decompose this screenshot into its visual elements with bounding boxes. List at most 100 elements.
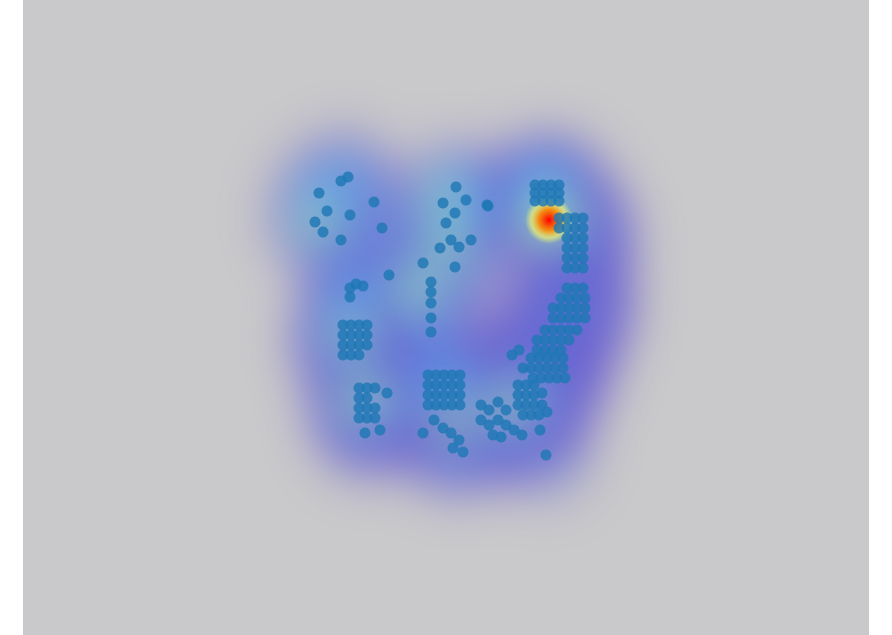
scatter-point bbox=[321, 205, 333, 217]
scatter-point bbox=[344, 209, 356, 221]
scatter-point bbox=[541, 362, 553, 374]
scatter-point bbox=[425, 297, 437, 309]
scatter-point bbox=[537, 195, 549, 207]
scatter-point bbox=[569, 232, 581, 244]
scatter-point bbox=[369, 382, 381, 394]
scatter-point bbox=[533, 352, 545, 364]
scatter-point bbox=[313, 187, 325, 199]
scatter-point bbox=[563, 312, 575, 324]
scatter-point bbox=[549, 362, 561, 374]
scatter-point bbox=[525, 409, 537, 421]
scatter-point bbox=[517, 362, 529, 374]
scatter-point bbox=[374, 424, 386, 436]
scatter-point bbox=[337, 319, 349, 331]
scatter-point bbox=[555, 302, 567, 314]
scatter-point bbox=[445, 234, 457, 246]
scatter-point bbox=[361, 402, 373, 414]
scatter-point bbox=[516, 429, 528, 441]
scatter-point bbox=[557, 362, 569, 374]
scatter-point bbox=[438, 389, 450, 401]
scatter-point bbox=[513, 344, 525, 356]
scatter-point bbox=[577, 252, 589, 264]
scatter-point bbox=[529, 179, 541, 191]
scatter-point bbox=[353, 349, 365, 361]
scatter-point bbox=[561, 282, 573, 294]
scatter-point bbox=[454, 369, 466, 381]
scatter-point bbox=[376, 222, 388, 234]
scatter-point bbox=[528, 399, 540, 411]
scatter-point bbox=[525, 352, 537, 364]
scatter-point bbox=[450, 181, 462, 193]
scatter-point bbox=[531, 334, 543, 346]
scatter-point bbox=[446, 369, 458, 381]
scatter-point bbox=[422, 399, 434, 411]
scatter-point bbox=[422, 379, 434, 391]
scatter-point bbox=[438, 369, 450, 381]
scatter-point bbox=[537, 179, 549, 191]
scatter-point bbox=[569, 262, 581, 274]
scatter-point bbox=[555, 312, 567, 324]
scatter-point bbox=[500, 404, 512, 416]
scatter-point bbox=[353, 329, 365, 341]
scatter-point bbox=[512, 379, 524, 391]
scatter-point bbox=[361, 339, 373, 351]
scatter-point bbox=[361, 319, 373, 331]
scatter-point bbox=[579, 312, 591, 324]
scatter-point bbox=[342, 171, 354, 183]
scatter-point bbox=[553, 179, 565, 191]
scatter-point bbox=[449, 207, 461, 219]
scatter-point bbox=[541, 352, 553, 364]
scatter-point bbox=[465, 234, 477, 246]
scatter-point bbox=[541, 406, 553, 418]
scatter-point bbox=[454, 399, 466, 411]
scatter-point bbox=[527, 372, 539, 384]
scatter-point bbox=[577, 222, 589, 234]
scatter-point bbox=[492, 396, 504, 408]
scatter-point bbox=[539, 324, 551, 336]
scatter-point bbox=[553, 212, 565, 224]
scatter-point bbox=[446, 389, 458, 401]
scatter-point bbox=[453, 434, 465, 446]
scatter-point bbox=[454, 389, 466, 401]
scatter-point bbox=[345, 329, 357, 341]
scatter-point bbox=[547, 312, 559, 324]
scatter-point bbox=[425, 286, 437, 298]
scatter-point bbox=[563, 334, 575, 346]
scatter-point bbox=[571, 312, 583, 324]
scatter-point bbox=[440, 217, 452, 229]
scatter-point bbox=[417, 257, 429, 269]
scatter-point bbox=[561, 222, 573, 234]
scatter-point bbox=[345, 339, 357, 351]
scatter-point bbox=[561, 232, 573, 244]
scatter-point bbox=[317, 226, 329, 238]
scatter-point bbox=[520, 379, 532, 391]
scatter-point bbox=[425, 326, 437, 338]
scatter-point bbox=[337, 339, 349, 351]
scatter-point bbox=[545, 179, 557, 191]
scatter-point bbox=[437, 422, 449, 434]
scatter-point bbox=[553, 187, 565, 199]
scatter-point bbox=[555, 292, 567, 304]
scatter-point bbox=[430, 379, 442, 391]
scatter-point bbox=[483, 419, 495, 431]
scatter-point bbox=[543, 372, 555, 384]
scatter-point bbox=[447, 442, 459, 454]
scatter-point bbox=[359, 427, 371, 439]
scatter-point bbox=[559, 372, 571, 384]
scatter-point bbox=[517, 409, 529, 421]
scatter-point bbox=[577, 212, 589, 224]
scatter-point bbox=[534, 424, 546, 436]
scatter-point bbox=[561, 242, 573, 254]
scatter-point bbox=[383, 269, 395, 281]
scatter-point bbox=[361, 382, 373, 394]
scatter-point bbox=[512, 389, 524, 401]
scatter-point bbox=[569, 222, 581, 234]
scatter-point bbox=[540, 449, 552, 461]
scatter-point bbox=[579, 292, 591, 304]
scatter-point bbox=[438, 379, 450, 391]
scatter-point bbox=[353, 402, 365, 414]
scatter-point bbox=[529, 195, 541, 207]
scatter-point bbox=[430, 399, 442, 411]
scatter-point bbox=[577, 242, 589, 254]
scatter-point bbox=[551, 372, 563, 384]
